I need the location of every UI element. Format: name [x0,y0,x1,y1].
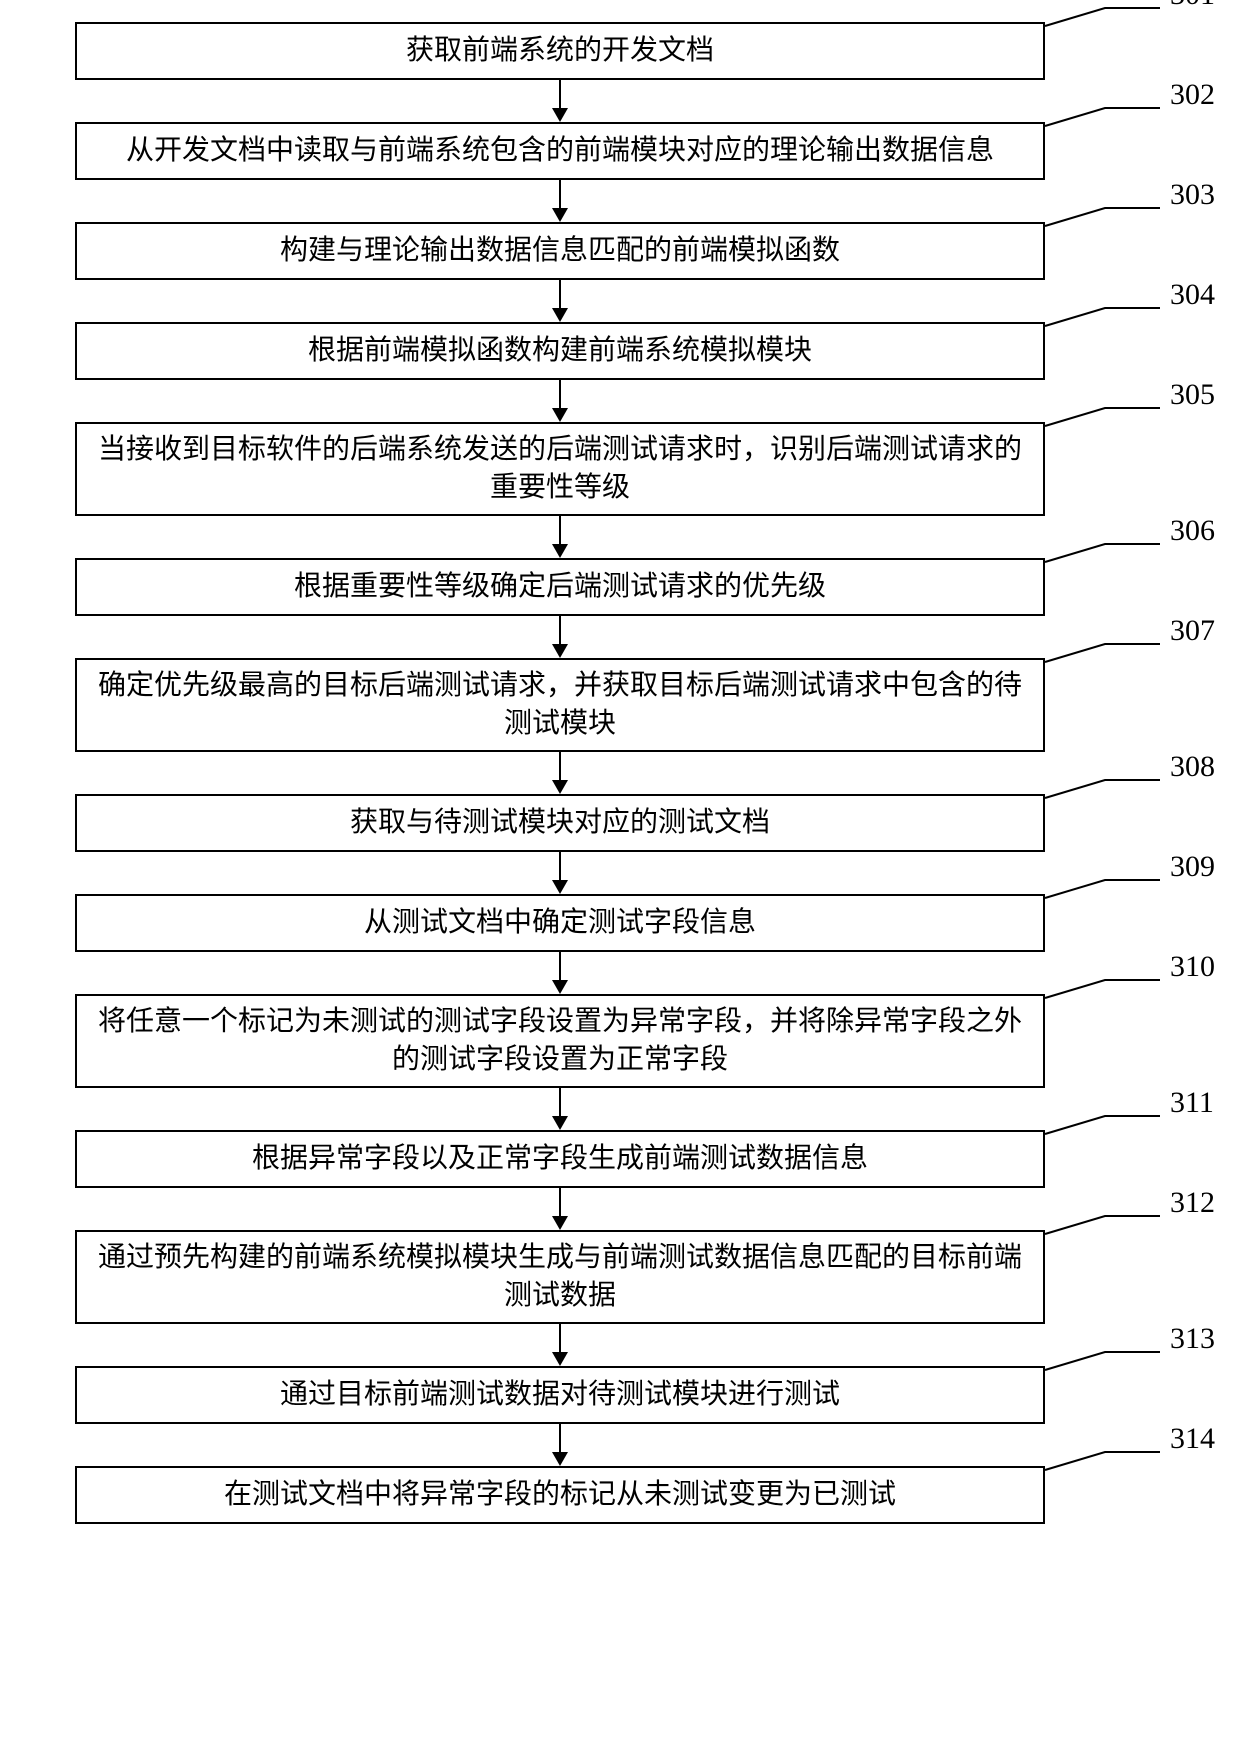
edge-arrowhead [552,108,568,122]
node-text: 从开发文档中读取与前端系统包含的前端模块对应的理论输出数据信息 [93,132,1027,170]
node-label: 308 [1170,750,1215,784]
node-text: 获取前端系统的开发文档 [93,32,1027,70]
flowchart-node: 确定优先级最高的目标后端测试请求，并获取目标后端测试请求中包含的待测试模块 [75,658,1045,752]
leader-line [1045,780,1160,798]
node-text: 确定优先级最高的目标后端测试请求，并获取目标后端测试请求中包含的待测试模块 [93,667,1027,743]
node-label: 307 [1170,614,1215,648]
flowchart-node: 从测试文档中确定测试字段信息 [75,894,1045,952]
edge-arrowhead [552,980,568,994]
edge-arrowhead [552,208,568,222]
node-label: 309 [1170,850,1215,884]
node-label: 302 [1170,78,1215,112]
leader-line [1045,1452,1160,1470]
leader-line [1045,108,1160,126]
node-text: 构建与理论输出数据信息匹配的前端模拟函数 [93,232,1027,270]
node-text: 根据前端模拟函数构建前端系统模拟模块 [93,332,1027,370]
leader-line [1045,544,1160,562]
node-text: 通过预先构建的前端系统模拟模块生成与前端测试数据信息匹配的目标前端测试数据 [93,1239,1027,1315]
leader-line [1045,8,1160,26]
edge-arrowhead [552,308,568,322]
edge-arrowhead [552,1452,568,1466]
flowchart-node: 将任意一个标记为未测试的测试字段设置为异常字段，并将除异常字段之外的测试字段设置… [75,994,1045,1088]
leader-line [1045,1216,1160,1234]
node-label: 304 [1170,278,1215,312]
edge-arrowhead [552,1352,568,1366]
leader-line [1045,408,1160,426]
leader-line [1045,208,1160,226]
edge-arrowhead [552,880,568,894]
flowchart-node: 在测试文档中将异常字段的标记从未测试变更为已测试 [75,1466,1045,1524]
node-label: 311 [1170,1086,1214,1120]
edge-arrowhead [552,1116,568,1130]
node-label: 305 [1170,378,1215,412]
flowchart-node: 通过目标前端测试数据对待测试模块进行测试 [75,1366,1045,1424]
edge-arrowhead [552,408,568,422]
flowchart-node: 从开发文档中读取与前端系统包含的前端模块对应的理论输出数据信息 [75,122,1045,180]
leader-line [1045,980,1160,998]
node-label: 313 [1170,1322,1215,1356]
flowchart-node: 根据重要性等级确定后端测试请求的优先级 [75,558,1045,616]
node-text: 获取与待测试模块对应的测试文档 [93,804,1027,842]
node-text: 当接收到目标软件的后端系统发送的后端测试请求时，识别后端测试请求的重要性等级 [93,431,1027,507]
node-text: 通过目标前端测试数据对待测试模块进行测试 [93,1376,1027,1414]
flowchart-node: 获取与待测试模块对应的测试文档 [75,794,1045,852]
flowchart-node: 当接收到目标软件的后端系统发送的后端测试请求时，识别后端测试请求的重要性等级 [75,422,1045,516]
edge-arrowhead [552,544,568,558]
leader-line [1045,880,1160,898]
node-label: 312 [1170,1186,1215,1220]
node-label: 303 [1170,178,1215,212]
flowchart-node: 获取前端系统的开发文档 [75,22,1045,80]
node-text: 在测试文档中将异常字段的标记从未测试变更为已测试 [93,1476,1027,1514]
leader-line [1045,1116,1160,1134]
node-text: 将任意一个标记为未测试的测试字段设置为异常字段，并将除异常字段之外的测试字段设置… [93,1003,1027,1079]
flowchart-node: 根据前端模拟函数构建前端系统模拟模块 [75,322,1045,380]
leader-line [1045,1352,1160,1370]
node-label: 301 [1170,0,1215,12]
flowchart-node: 构建与理论输出数据信息匹配的前端模拟函数 [75,222,1045,280]
flowchart-node: 根据异常字段以及正常字段生成前端测试数据信息 [75,1130,1045,1188]
node-text: 从测试文档中确定测试字段信息 [93,904,1027,942]
node-label: 310 [1170,950,1215,984]
edge-arrowhead [552,1216,568,1230]
flowchart-node: 通过预先构建的前端系统模拟模块生成与前端测试数据信息匹配的目标前端测试数据 [75,1230,1045,1324]
leader-line [1045,644,1160,662]
leader-line [1045,308,1160,326]
node-text: 根据异常字段以及正常字段生成前端测试数据信息 [93,1140,1027,1178]
node-label: 306 [1170,514,1215,548]
edge-arrowhead [552,780,568,794]
flowchart-canvas: 获取前端系统的开发文档 301 从开发文档中读取与前端系统包含的前端模块对应的理论输… [0,0,1240,1741]
node-label: 314 [1170,1422,1215,1456]
node-text: 根据重要性等级确定后端测试请求的优先级 [93,568,1027,606]
edge-arrowhead [552,644,568,658]
